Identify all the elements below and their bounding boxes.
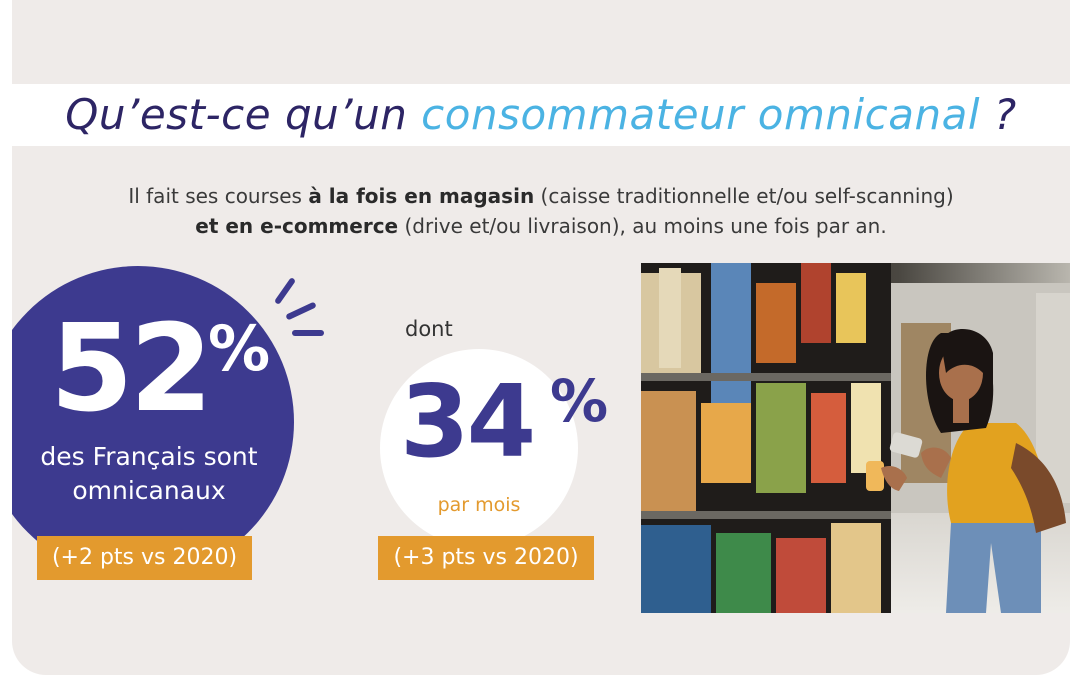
definition-bold-2: et en e-commerce	[195, 214, 399, 238]
supermarket-photo	[641, 263, 1070, 613]
accent-dash-1	[273, 276, 297, 306]
shopper-illustration	[641, 263, 1070, 613]
definition-line-1: Il fait ses courses à la fois en magasin…	[12, 181, 1070, 211]
definition-line-2: et en e-commerce (drive et/ou livraison)…	[12, 211, 1070, 241]
definition-text-2b: (drive et/ou livraison), au moins une fo…	[398, 214, 887, 238]
title-band	[12, 84, 1070, 146]
page-title: Qu’est-ce qu’un consommateur omnicanal ?	[12, 84, 1070, 146]
definition-text-1a: Il fait ses courses	[128, 184, 309, 208]
secondary-stat-percent: %	[550, 367, 609, 435]
main-stat-label-line-2: omnicanaux	[72, 476, 226, 505]
definition-bold-1: à la fois en magasin	[308, 184, 535, 208]
secondary-stat-number: 34	[400, 363, 536, 480]
secondary-stat-circle	[380, 349, 578, 547]
title-part-1: Qu’est-ce qu’un	[65, 90, 422, 139]
main-stat-percent: %	[208, 312, 271, 385]
definition-text: Il fait ses courses à la fois en magasin…	[12, 181, 1070, 241]
main-stat-number: 52	[50, 300, 213, 439]
main-stat-label-line-1: des Français sont	[40, 442, 258, 471]
title-accent: consommateur omnicanal	[421, 90, 981, 139]
main-stat-circle	[12, 266, 294, 578]
title-part-2: ?	[980, 90, 1017, 139]
accent-dash-2	[285, 301, 317, 321]
main-stat-badge: (+2 pts vs 2020)	[37, 536, 252, 580]
secondary-stat-prefix: dont	[405, 317, 453, 341]
main-stat-label: des Français sont omnicanaux	[20, 440, 278, 508]
infographic-card: Qu’est-ce qu’un consommateur omnicanal ?…	[12, 0, 1070, 675]
accent-dash-3	[292, 330, 324, 336]
secondary-stat-label: par mois	[437, 494, 521, 516]
secondary-stat-badge: (+3 pts vs 2020)	[378, 536, 594, 580]
definition-text-1b: (caisse traditionnelle et/ou self-scanni…	[534, 184, 954, 208]
